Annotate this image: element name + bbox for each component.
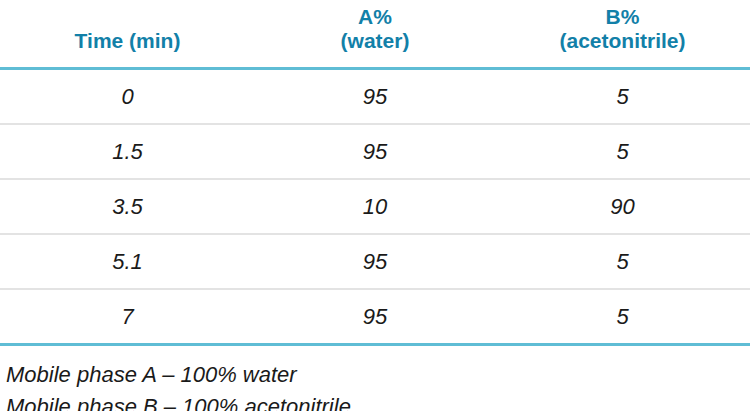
cell-time: 7 (0, 289, 255, 345)
cell-time: 1.5 (0, 124, 255, 179)
column-header-time: Time (min) (0, 0, 255, 69)
cell-a-percent: 95 (255, 289, 495, 345)
header-row: Time (min) A% (water) B% (acetonitrile) (0, 0, 750, 69)
table-header: Time (min) A% (water) B% (acetonitrile) (0, 0, 750, 69)
cell-a-percent: 10 (255, 179, 495, 234)
table-row: 1.5 95 5 (0, 124, 750, 179)
cell-b-percent: 5 (495, 289, 750, 345)
gradient-elution-table: Time (min) A% (water) B% (acetonitrile) … (0, 0, 750, 346)
table-row: 0 95 5 (0, 69, 750, 125)
cell-time: 3.5 (0, 179, 255, 234)
footnotes: Mobile phase A – 100% water Mobile phase… (0, 359, 750, 411)
footnote-mobile-phase-a: Mobile phase A – 100% water (6, 359, 750, 391)
cell-time: 0 (0, 69, 255, 125)
table-row: 7 95 5 (0, 289, 750, 345)
column-header-a-water: A% (water) (255, 0, 495, 69)
table-row: 3.5 10 90 (0, 179, 750, 234)
cell-b-percent: 5 (495, 234, 750, 289)
cell-b-percent: 90 (495, 179, 750, 234)
cell-a-percent: 95 (255, 69, 495, 125)
cell-time: 5.1 (0, 234, 255, 289)
table-row: 5.1 95 5 (0, 234, 750, 289)
cell-a-percent: 95 (255, 234, 495, 289)
cell-a-percent: 95 (255, 124, 495, 179)
column-header-b-acetonitrile: B% (acetonitrile) (495, 0, 750, 69)
table-body: 0 95 5 1.5 95 5 3.5 10 90 5.1 95 5 7 95 … (0, 69, 750, 345)
cell-b-percent: 5 (495, 69, 750, 125)
cell-b-percent: 5 (495, 124, 750, 179)
footnote-mobile-phase-b: Mobile phase B – 100% acetonitrile (6, 391, 750, 411)
